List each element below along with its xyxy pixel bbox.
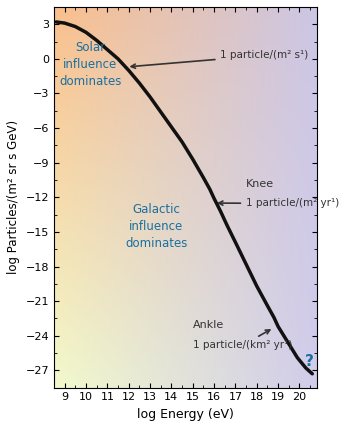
Y-axis label: log Particles/(m² sr s GeV): log Particles/(m² sr s GeV) [7,120,20,274]
Text: Ankle: Ankle [193,320,224,330]
Text: 1 particle/(m² s¹): 1 particle/(m² s¹) [131,51,309,68]
Text: Solar
influence
dominates: Solar influence dominates [59,41,121,88]
Text: 1 particle/(m² yr¹): 1 particle/(m² yr¹) [219,199,339,208]
Text: 1 particle/(km² yr¹): 1 particle/(km² yr¹) [193,330,292,351]
X-axis label: log Energy (eV): log Energy (eV) [137,408,234,421]
Text: ?: ? [305,354,314,369]
Text: Knee: Knee [246,179,274,189]
Text: Galactic
influence
dominates: Galactic influence dominates [125,202,188,250]
